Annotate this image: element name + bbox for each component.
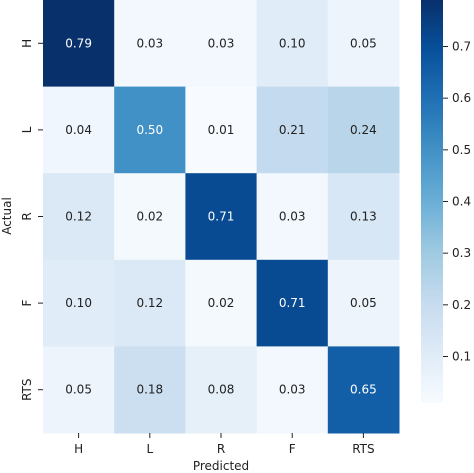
- y-axis-ticks: H L R F RTS: [20, 39, 43, 401]
- cell-value-label: 0.04: [65, 123, 92, 137]
- heatmap-cell: [43, 86, 115, 174]
- cell-value-label: 0.24: [350, 123, 377, 137]
- heatmap-cell: [185, 173, 258, 261]
- heatmap-cell: [256, 173, 329, 261]
- cell-value-label: 0.05: [65, 383, 92, 397]
- heatmap-value-labels: 0.79 0.03 0.03 0.10 0.05 0.04 0.50 0.01 0.21 0.24…: [65, 36, 377, 396]
- x-tick-label: L: [146, 442, 153, 456]
- colorbar-tick-label: 0.2: [452, 298, 471, 312]
- heatmap-cell: [114, 0, 186, 88]
- x-axis-ticks: H L R F RTS: [74, 433, 375, 456]
- heatmap-cell: [43, 259, 115, 347]
- cell-value-label: 0.05: [350, 296, 377, 310]
- x-axis-label: Predicted: [193, 459, 249, 473]
- heatmap-cell: [327, 259, 400, 347]
- x-tick-label: R: [217, 442, 225, 456]
- y-axis-label: Actual: [0, 197, 14, 235]
- cell-value-label: 0.21: [279, 123, 306, 137]
- heatmap-cell: [185, 259, 258, 347]
- cell-value-label: 0.02: [208, 296, 235, 310]
- colorbar: [421, 0, 443, 403]
- colorbar-tick-label: 0.7: [452, 40, 471, 54]
- cell-value-label: 0.10: [279, 36, 306, 50]
- heatmap-cell: [256, 0, 329, 88]
- heatmap-cell: [114, 86, 186, 174]
- cell-value-label: 0.05: [350, 36, 377, 50]
- y-tick-label: L: [20, 126, 34, 133]
- cell-value-label: 0.12: [136, 296, 163, 310]
- colorbar-tick-label: 0.6: [452, 91, 471, 105]
- cell-value-label: 0.18: [136, 383, 163, 397]
- y-tick-label: H: [20, 39, 34, 48]
- cell-value-label: 0.13: [350, 210, 377, 224]
- cell-value-label: 0.71: [208, 210, 235, 224]
- heatmap-cell: [327, 86, 400, 174]
- heatmap-cell: [43, 346, 115, 434]
- heatmap-cell: [185, 86, 258, 174]
- cell-value-label: 0.50: [136, 123, 163, 137]
- cell-value-label: 0.10: [65, 296, 92, 310]
- cell-value-label: 0.03: [279, 383, 306, 397]
- y-tick-label: RTS: [20, 378, 34, 400]
- cell-value-label: 0.65: [350, 383, 377, 397]
- colorbar-tick-label: 0.5: [452, 143, 471, 157]
- heatmap-cell: [327, 173, 400, 261]
- heatmap-cell: [43, 173, 115, 261]
- heatmap-cell: [256, 86, 329, 174]
- heatmap-cell: [185, 0, 258, 88]
- cell-value-label: 0.79: [65, 36, 92, 50]
- heatmap-cell: [256, 259, 329, 347]
- colorbar-tick-label: 0.4: [452, 195, 471, 209]
- x-tick-label: H: [74, 442, 83, 456]
- colorbar-tick-label: 0.1: [452, 350, 471, 364]
- x-tick-label: RTS: [352, 442, 374, 456]
- y-tick-label: R: [20, 212, 34, 220]
- cell-value-label: 0.03: [279, 210, 306, 224]
- cell-value-label: 0.01: [208, 123, 235, 137]
- colorbar-tick-label: 0.3: [452, 246, 471, 260]
- cell-value-label: 0.08: [208, 383, 235, 397]
- heatmap-cell: [114, 346, 186, 434]
- cell-value-label: 0.03: [208, 36, 235, 50]
- cell-value-label: 0.12: [65, 210, 92, 224]
- cell-value-label: 0.02: [136, 210, 163, 224]
- y-tick-label: F: [20, 300, 34, 307]
- colorbar-gradient: [421, 0, 443, 403]
- heatmap-cells: [43, 0, 400, 434]
- x-tick-label: F: [289, 442, 296, 456]
- heatmap-cell: [327, 346, 400, 434]
- heatmap-cell: [185, 346, 258, 434]
- heatmap-cell: [114, 259, 186, 347]
- heatmap-cell: [43, 0, 115, 88]
- cell-value-label: 0.03: [136, 36, 163, 50]
- heatmap-cell: [114, 173, 186, 261]
- heatmap-cell: [327, 0, 400, 88]
- heatmap-cell: [256, 346, 329, 434]
- cell-value-label: 0.71: [279, 296, 306, 310]
- colorbar-ticks: 0.1 0.2 0.3 0.4 0.5 0.6 0.7: [443, 40, 471, 364]
